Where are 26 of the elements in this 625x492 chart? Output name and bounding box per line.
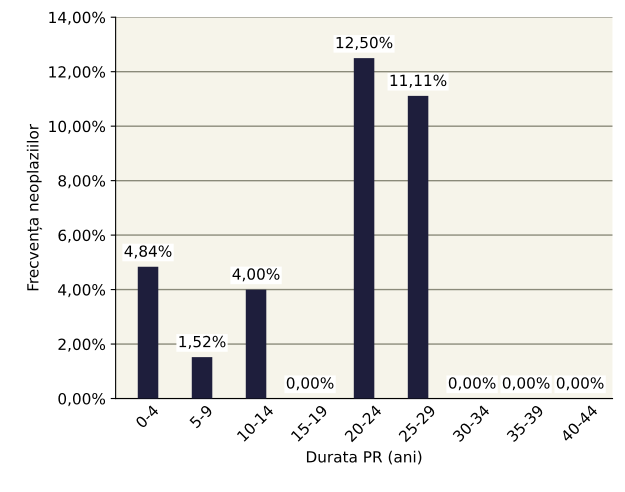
data-label: 0,00%	[286, 377, 334, 390]
bar	[246, 290, 266, 399]
x-axis-title: Durata PR (ani)	[306, 450, 422, 464]
y-tick-label: 10,00%	[49, 120, 106, 134]
y-tick-label: 0,00%	[58, 392, 106, 406]
data-label: 4,00%	[232, 268, 280, 282]
data-label: 0,00%	[502, 377, 550, 390]
data-label: 11,11%	[390, 74, 446, 88]
y-tick-label: 2,00%	[58, 338, 106, 352]
y-axis-title: Frecvența neoplaziilor	[26, 124, 42, 290]
x-tick-label: 5-9	[189, 404, 214, 429]
data-label: 0,00%	[448, 377, 496, 390]
y-tick-label: 8,00%	[58, 175, 106, 188]
x-tick-label: 0-4	[134, 404, 160, 429]
y-tick-label: 12,00%	[49, 66, 106, 80]
bar	[138, 266, 158, 399]
bar	[192, 357, 212, 399]
bar	[408, 96, 428, 399]
data-label: 4,84%	[124, 245, 172, 258]
data-label: 0,00%	[556, 377, 604, 390]
data-label: 1,52%	[179, 336, 226, 349]
y-tick-label: 14,00%	[49, 12, 106, 25]
y-tick-label: 4,00%	[58, 284, 106, 298]
data-label: 12,50%	[336, 36, 392, 50]
y-tick-label: 6,00%	[58, 230, 106, 243]
bar	[354, 58, 374, 399]
